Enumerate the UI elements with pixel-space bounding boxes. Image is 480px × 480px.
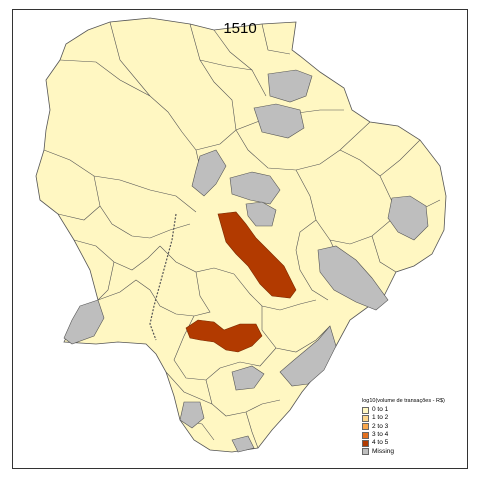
river-boundary [149,213,177,341]
legend-item: 1 to 2 [362,414,445,422]
legend: log10(volume de transações - R$) 0 to 1 … [362,398,445,456]
high-value-regions [185,211,297,353]
legend-label: Missing [372,447,395,455]
legend-swatch [362,439,369,447]
legend-title: log10(volume de transações - R$) [362,398,445,404]
legend-swatch [362,414,369,422]
missing-regions [63,69,429,453]
legend-label: 4 to 5 [372,439,389,447]
legend-item: 2 to 3 [362,423,445,431]
map-title: 1510 [223,20,257,37]
legend-label: 1 to 2 [372,414,389,422]
map-frame [12,9,468,469]
legend-swatch [362,431,369,439]
municipality-borders [43,21,441,449]
legend-item: 0 to 1 [362,406,445,414]
legend-swatch [362,423,369,431]
legend-swatch [362,448,369,456]
legend-item: 4 to 5 [362,439,445,447]
legend-item: Missing [362,447,445,456]
legend-label: 3 to 4 [372,431,389,439]
legend-item: 3 to 4 [362,431,445,439]
legend-label: 0 to 1 [372,406,389,414]
legend-swatch [362,406,369,414]
legend-label: 2 to 3 [372,422,389,430]
